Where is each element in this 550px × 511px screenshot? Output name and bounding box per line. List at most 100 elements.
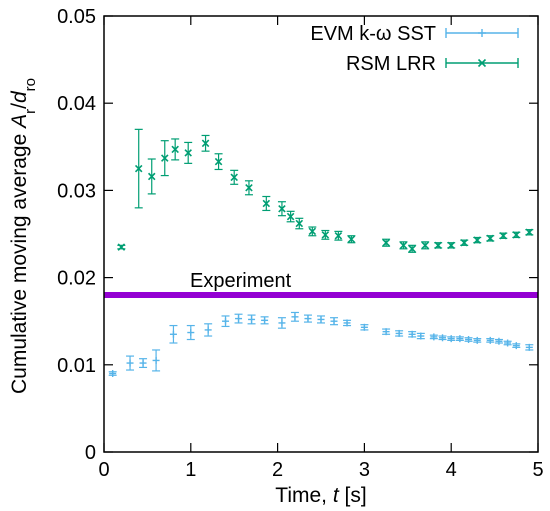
data-point-marker — [399, 241, 408, 250]
data-point-marker — [117, 243, 126, 251]
data-point — [139, 359, 147, 367]
y-tick-label: 0.02 — [57, 268, 96, 290]
data-point — [308, 227, 317, 236]
y-axis-label-numerator: A — [8, 114, 31, 130]
data-point — [321, 231, 330, 239]
data-point — [486, 234, 495, 243]
data-point-marker — [262, 199, 271, 208]
data-point — [399, 241, 408, 250]
data-point-marker — [245, 184, 253, 192]
data-point — [117, 243, 126, 251]
data-point-marker — [382, 238, 390, 247]
data-point — [434, 241, 442, 250]
x-tick-label: 4 — [446, 459, 457, 481]
data-point — [382, 328, 390, 336]
legend-entry: RSM LRR — [346, 53, 519, 75]
y-axis-label-denominator-subscript: ro — [22, 78, 39, 91]
data-point — [395, 329, 403, 337]
data-point-marker — [214, 157, 223, 166]
data-point — [473, 336, 481, 344]
data-point-marker — [201, 139, 210, 148]
y-tick-label: 0.03 — [57, 180, 96, 202]
data-point-marker — [434, 241, 442, 250]
data-point-marker — [278, 204, 286, 213]
data-point — [201, 139, 210, 148]
data-point — [304, 315, 312, 323]
y-tick-label: 0.04 — [57, 93, 96, 115]
data-point — [499, 231, 508, 240]
data-point-marker — [499, 231, 508, 240]
data-point — [525, 228, 534, 237]
series-layer — [108, 128, 534, 378]
data-point — [222, 317, 230, 325]
data-point — [261, 316, 269, 324]
data-point — [147, 172, 156, 181]
data-point-marker — [308, 227, 317, 236]
data-point-marker — [512, 231, 521, 239]
data-point-marker — [460, 238, 468, 247]
data-point-marker — [230, 173, 238, 182]
data-point — [456, 335, 464, 343]
data-point — [343, 319, 351, 327]
data-point — [330, 317, 338, 325]
data-point — [262, 199, 271, 208]
data-point — [525, 343, 533, 351]
x-axis-label-unit: [s] — [339, 484, 367, 507]
legend-label: RSM LRR — [346, 53, 436, 75]
data-point — [169, 330, 177, 338]
x-tick-label: 2 — [272, 459, 283, 481]
data-point — [286, 212, 295, 221]
legend-entry: EVM k-ω SST — [310, 23, 519, 45]
data-point — [347, 235, 356, 243]
legend-label: EVM k-ω SST — [310, 23, 436, 45]
data-point — [439, 334, 447, 342]
series-0 — [108, 311, 534, 378]
data-point-marker — [171, 145, 179, 154]
y-axis-label: Cumulative moving average Ar/dro — [8, 78, 39, 394]
data-point — [465, 336, 473, 344]
data-point-marker — [286, 212, 295, 221]
data-point — [512, 231, 521, 239]
data-point — [317, 315, 325, 323]
y-tick-label: 0 — [85, 442, 96, 464]
x-tick-label: 0 — [98, 459, 109, 481]
plot-frame — [103, 15, 539, 453]
data-point — [204, 326, 212, 334]
x-tick-label: 5 — [532, 459, 543, 481]
data-point — [109, 370, 117, 378]
data-point-marker — [184, 149, 192, 157]
data-point-marker — [334, 231, 343, 240]
data-point — [184, 149, 192, 157]
y-tick-label: 0.01 — [57, 355, 96, 377]
legend: EVM k-ω SST RSM LRR — [310, 23, 519, 75]
data-point — [126, 359, 134, 367]
data-point — [187, 329, 195, 337]
data-point — [334, 231, 343, 240]
data-point — [447, 335, 455, 343]
data-point — [245, 184, 253, 192]
x-axis-label-prefix: Time, — [275, 484, 333, 507]
data-point-marker — [525, 228, 534, 237]
data-point-marker — [408, 245, 416, 253]
data-point-marker — [486, 234, 495, 243]
data-point — [360, 323, 368, 331]
data-point — [408, 330, 416, 338]
data-point — [171, 145, 179, 154]
data-point — [495, 337, 503, 345]
data-point — [235, 315, 243, 323]
y-axis-label-denominator: d — [8, 90, 31, 103]
data-point — [486, 336, 494, 344]
data-point-marker — [295, 219, 304, 228]
data-point — [408, 245, 416, 253]
data-point-marker — [447, 241, 455, 250]
data-point — [248, 315, 256, 323]
data-point-marker — [473, 236, 482, 244]
y-axis-label-slash: / — [8, 103, 31, 109]
data-point — [278, 319, 286, 327]
data-point — [291, 313, 299, 321]
data-point — [417, 332, 425, 340]
data-point-marker — [321, 231, 330, 239]
data-point — [460, 238, 468, 247]
x-tick-label: 3 — [359, 459, 370, 481]
